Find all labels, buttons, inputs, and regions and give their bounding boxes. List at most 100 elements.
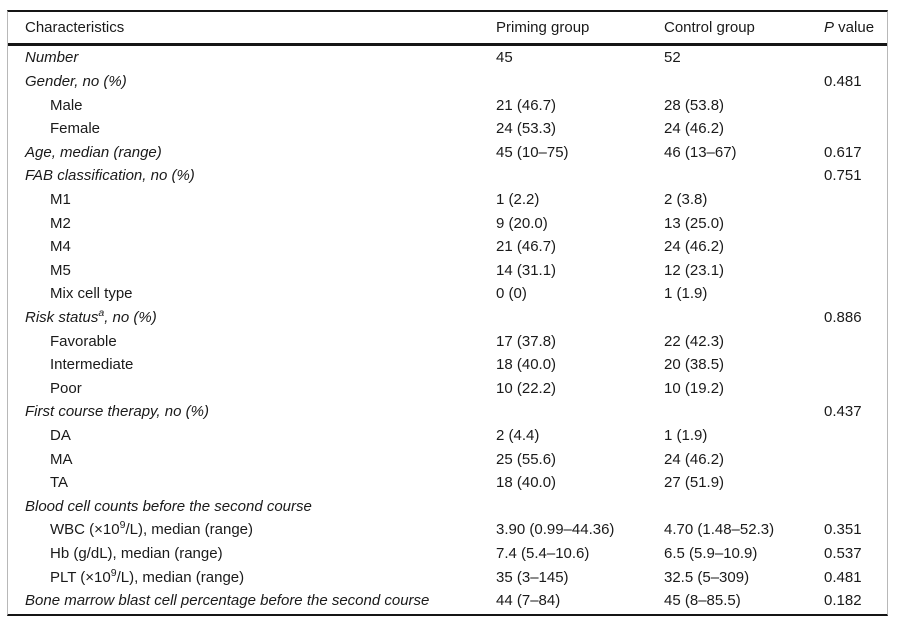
control-value: 24 (46.2) (664, 120, 725, 138)
table-row-m4: M4 21 (46.7) 24 (46.2) (8, 235, 887, 259)
row-label: Mix cell type (50, 285, 133, 303)
control-value: 28 (53.8) (664, 96, 725, 114)
priming-value: 1 (2.2) (496, 190, 540, 208)
control-value: 13 (25.0) (664, 214, 725, 232)
table-row-male: Male 21 (46.7) 28 (53.8) (8, 93, 887, 117)
table-row-m1: M1 1 (2.2) 2 (3.8) (8, 188, 887, 212)
table-row-female: Female 24 (53.3) 24 (46.2) (8, 117, 887, 141)
header-control-group: Control group (664, 19, 755, 36)
table-row-ta: TA 18 (40.0) 27 (51.9) (8, 471, 887, 495)
control-value: 52 (664, 49, 681, 67)
table-row-ma: MA 25 (55.6) 24 (46.2) (8, 447, 887, 471)
table-row-bone-marrow-blast: Bone marrow blast cell percentage before… (8, 589, 887, 613)
p-value: 0.617 (824, 143, 862, 161)
control-value: 22 (42.3) (664, 332, 725, 350)
header-p-value: P value (824, 19, 887, 36)
row-label: FAB classification, no (%) (25, 167, 195, 185)
table-row-blood-cell-counts: Blood cell counts before the second cour… (8, 495, 887, 519)
table-row-first-course-therapy: First course therapy, no (%) 0.437 (8, 400, 887, 424)
table-row-number: Number 45 52 (8, 46, 887, 70)
row-label: Age, median (range) (25, 143, 162, 161)
table-row-m5: M5 14 (31.1) 12 (23.1) (8, 258, 887, 282)
control-value: 24 (46.2) (664, 450, 725, 468)
table-row-gender: Gender, no (%) 0.481 (8, 70, 887, 94)
row-label: DA (50, 427, 71, 445)
priming-value: 10 (22.2) (496, 379, 557, 397)
row-label: M5 (50, 261, 71, 279)
control-value: 1 (1.9) (664, 285, 708, 303)
row-label: Risk statusa, no (%) (25, 307, 157, 326)
priming-value: 14 (31.1) (496, 261, 557, 279)
row-label: Number (25, 49, 79, 67)
row-label: Female (50, 120, 101, 138)
row-label: PLT (×109/L), median (range) (50, 566, 245, 586)
table-row-risk-status: Risk statusa, no (%) 0.886 (8, 306, 887, 330)
priming-value: 21 (46.7) (496, 238, 557, 256)
row-label: Intermediate (50, 356, 134, 374)
row-label: Male (50, 96, 83, 114)
row-label: Bone marrow blast cell percentage before… (25, 592, 430, 610)
header-priming-group: Priming group (496, 19, 590, 36)
table-row-poor: Poor 10 (22.2) 10 (19.2) (8, 377, 887, 401)
priming-value: 2 (4.4) (496, 427, 540, 445)
table-frame: Characteristics Priming group Control gr… (7, 10, 888, 616)
priming-value: 18 (40.0) (496, 356, 557, 374)
p-value: 0.751 (824, 167, 862, 185)
row-label: TA (50, 474, 69, 492)
control-value: 1 (1.9) (664, 427, 708, 445)
row-label: Gender, no (%) (25, 72, 127, 90)
priming-value: 18 (40.0) (496, 474, 557, 492)
control-value: 20 (38.5) (664, 356, 725, 374)
row-label: First course therapy, no (%) (25, 403, 209, 421)
table-header-row: Characteristics Priming group Control gr… (8, 12, 887, 46)
table-row-plt: PLT (×109/L), median (range) 35 (3–145) … (8, 565, 887, 589)
table-row-favorable: Favorable 17 (37.8) 22 (42.3) (8, 329, 887, 353)
priming-value: 9 (20.0) (496, 214, 548, 232)
p-value-rest: value (834, 19, 875, 36)
control-value: 4.70 (1.48–52.3) (664, 521, 775, 539)
control-value: 12 (23.1) (664, 261, 725, 279)
priming-value: 7.4 (5.4–10.6) (496, 545, 590, 563)
footnote-marker: a (98, 307, 105, 319)
p-value-italic: P (824, 19, 835, 36)
priming-value: 0 (0) (496, 285, 527, 303)
p-value: 0.351 (824, 521, 862, 539)
control-value: 10 (19.2) (664, 379, 725, 397)
p-value: 0.182 (824, 592, 862, 610)
control-value: 6.5 (5.9–10.9) (664, 545, 758, 563)
p-value: 0.481 (824, 72, 862, 90)
row-label: WBC (×109/L), median (range) (50, 519, 254, 539)
header-characteristics: Characteristics (25, 19, 125, 36)
table-row-m2: M2 9 (20.0) 13 (25.0) (8, 211, 887, 235)
p-value: 0.537 (824, 545, 862, 563)
control-value: 27 (51.9) (664, 474, 725, 492)
priming-value: 45 (496, 49, 513, 67)
row-label: Blood cell counts before the second cour… (25, 497, 312, 515)
priming-value: 17 (37.8) (496, 332, 557, 350)
table-row-fab: FAB classification, no (%) 0.751 (8, 164, 887, 188)
priming-value: 45 (10–75) (496, 143, 569, 161)
p-value: 0.481 (824, 568, 862, 586)
row-label: M1 (50, 190, 71, 208)
row-label: Poor (50, 379, 82, 397)
priming-value: 21 (46.7) (496, 96, 557, 114)
control-value: 24 (46.2) (664, 238, 725, 256)
table-row-intermediate: Intermediate 18 (40.0) 20 (38.5) (8, 353, 887, 377)
priming-value: 35 (3–145) (496, 568, 569, 586)
priming-value: 25 (55.6) (496, 450, 557, 468)
exponent: 9 (119, 519, 126, 532)
table-row-wbc: WBC (×109/L), median (range) 3.90 (0.99–… (8, 518, 887, 542)
row-label: Hb (g/dL), median (range) (50, 545, 223, 563)
control-value: 2 (3.8) (664, 190, 708, 208)
table-row-age: Age, median (range) 45 (10–75) 46 (13–67… (8, 140, 887, 164)
p-value: 0.437 (824, 403, 862, 421)
priming-value: 44 (7–84) (496, 592, 561, 610)
row-label: MA (50, 450, 73, 468)
table-row-hb: Hb (g/dL), median (range) 7.4 (5.4–10.6)… (8, 542, 887, 566)
p-value: 0.886 (824, 309, 862, 326)
control-value: 32.5 (5–309) (664, 568, 750, 586)
table-row-mix-cell-type: Mix cell type 0 (0) 1 (1.9) (8, 282, 887, 306)
table-body: Number 45 52 Gender, no (%) 0.481 Male 2… (8, 46, 887, 613)
table-row-da: DA 2 (4.4) 1 (1.9) (8, 424, 887, 448)
row-label: M4 (50, 238, 71, 256)
